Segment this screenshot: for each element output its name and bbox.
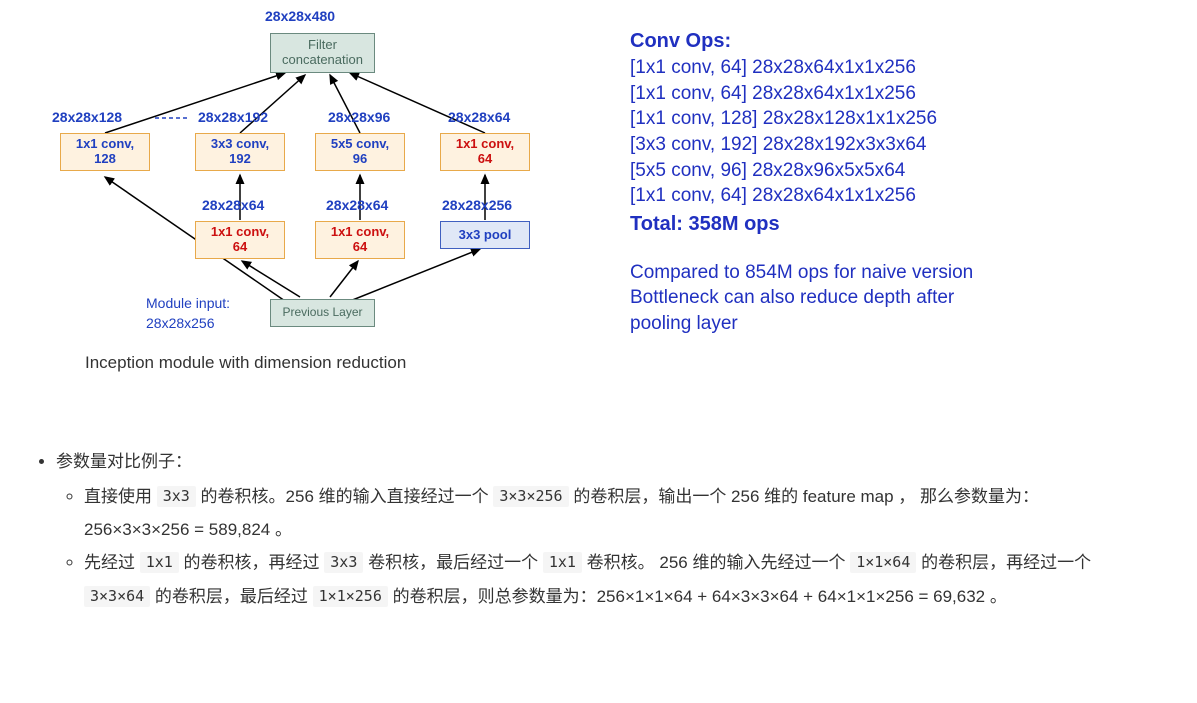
filter-concat-l1: Filter [308,38,337,53]
compared-2: pooling layer [630,311,1170,337]
r2-box-1: 1x1 conv, 64 [315,221,405,259]
b0-t1: 的卷积核。256 维的输入直接经过一个 [196,487,494,506]
r2-box-2: 3x3 pool [440,221,530,249]
op-0: [1x1 conv, 64] 28x28x64x1x1x256 [630,55,1170,81]
b1-t4: 的卷积层，再经过一个 [916,553,1091,572]
filter-concat-box: Filter concatenation [270,33,375,73]
r1-b2-l2: 96 [353,152,367,167]
r2-label-0: 28x28x64 [202,197,264,213]
r2-b1-l1: 1x1 conv, [331,225,389,240]
prev-layer-box: Previous Layer [270,299,375,327]
b1-t3: 卷积核。 256 维的输入先经过一个 [582,553,850,572]
b0-t0: 直接使用 [84,487,157,506]
b1-t6: 的卷积层，则总参数量为：256×1×1×64 + 64×3×3×64 + 64×… [388,587,1007,606]
r2-label-2: 28x28x256 [442,197,512,213]
r1-box-3: 1x1 conv, 64 [440,133,530,171]
b1-c5: 1×1×256 [313,586,388,607]
r1-b1-l2: 192 [229,152,251,167]
bullet-root-text: 参数量对比例子： [56,452,192,471]
r1-b0-l2: 128 [94,152,116,167]
filter-concat-l2: concatenation [282,53,363,68]
r1-b2-l1: 5x5 conv, [331,137,389,152]
b1-c3: 1×1×64 [850,552,916,573]
b1-t0: 先经过 [84,553,140,572]
r1-label-2: 28x28x96 [328,109,390,125]
b1-t1: 的卷积核，再经过 [179,553,324,572]
op-1: [1x1 conv, 64] 28x28x64x1x1x256 [630,81,1170,107]
compared-0: Compared to 854M ops for naive version [630,260,1170,286]
r1-label-3: 28x28x64 [448,109,510,125]
b1-c0: 1x1 [140,552,179,573]
op-3: [3x3 conv, 192] 28x28x192x3x3x64 [630,132,1170,158]
r1-label-0: 28x28x128 [52,109,122,125]
r2-b2-l1: 3x3 pool [459,228,512,243]
b0-c0: 3x3 [157,486,196,507]
b1-t2: 卷积核，最后经过一个 [363,553,542,572]
conv-ops-panel: Conv Ops: [1x1 conv, 64] 28x28x64x1x1x25… [630,28,1170,337]
param-comparison-block: 参数量对比例子： 直接使用 3x3 的卷积核。256 维的输入直接经过一个 3×… [34,445,1144,613]
r2-b0-l1: 1x1 conv, [211,225,269,240]
b1-c1: 3x3 [324,552,363,573]
r1-box-2: 5x5 conv, 96 [315,133,405,171]
r2-label-1: 28x28x64 [326,197,388,213]
compared-1: Bottleneck can also reduce depth after [630,285,1170,311]
r1-b3-l1: 1x1 conv, [456,137,514,152]
op-2: [1x1 conv, 128] 28x28x128x1x1x256 [630,106,1170,132]
b1-t5: 的卷积层，最后经过 [150,587,312,606]
bullet-root: 参数量对比例子： 直接使用 3x3 的卷积核。256 维的输入直接经过一个 3×… [56,445,1144,613]
r2-b0-l2: 64 [233,240,247,255]
conv-ops-heading: Conv Ops: [630,28,1170,55]
r1-b0-l1: 1x1 conv, [76,137,134,152]
inception-diagram: 28x28x480 Filter concatenation 28x28x128… [30,5,590,365]
b1-c2: 1x1 [543,552,582,573]
r2-box-0: 1x1 conv, 64 [195,221,285,259]
r1-label-1: 28x28x192 [198,109,268,125]
r1-b1-l1: 3x3 conv, [211,137,269,152]
b1-c4: 3×3×64 [84,586,150,607]
ops-total: Total: 358M ops [630,211,1170,238]
prev-layer-text: Previous Layer [282,306,362,320]
module-input-l2: 28x28x256 [146,315,215,331]
r1-box-1: 3x3 conv, 192 [195,133,285,171]
r1-box-0: 1x1 conv, 128 [60,133,150,171]
b0-c1: 3×3×256 [493,486,568,507]
bullet-item-0: 直接使用 3x3 的卷积核。256 维的输入直接经过一个 3×3×256 的卷积… [84,480,1144,546]
op-4: [5x5 conv, 96] 28x28x96x5x5x64 [630,158,1170,184]
bullet-item-1: 先经过 1x1 的卷积核，再经过 3x3 卷积核，最后经过一个 1x1 卷积核。… [84,546,1144,612]
op-5: [1x1 conv, 64] 28x28x64x1x1x256 [630,183,1170,209]
top-output-label: 28x28x480 [265,8,335,24]
r2-b1-l2: 64 [353,240,367,255]
module-input-l1: Module input: [146,295,230,311]
diagram-caption: Inception module with dimension reductio… [85,353,406,373]
r1-b3-l2: 64 [478,152,492,167]
